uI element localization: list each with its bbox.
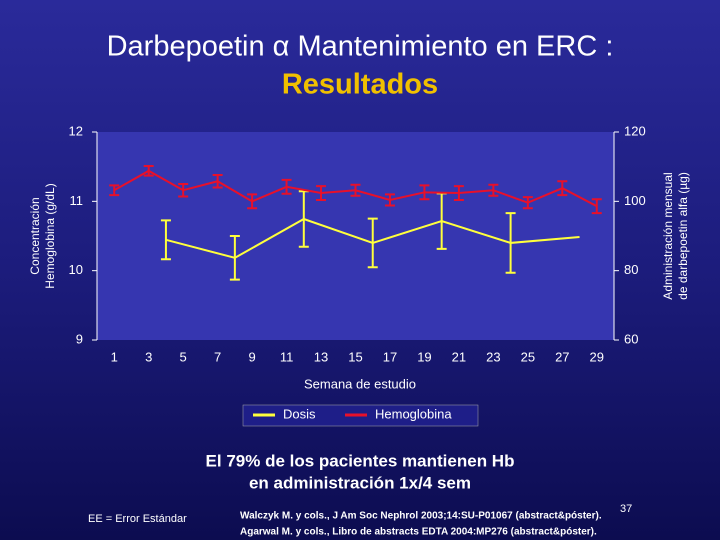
- error-bar: [488, 183, 499, 197]
- footnote: EE = Error Estándar: [88, 513, 187, 525]
- error-bar: [522, 196, 533, 210]
- error-bar: [160, 219, 171, 261]
- x-tick-label: 11: [280, 349, 294, 364]
- x-tick-label: 29: [590, 349, 604, 364]
- error-bar: [557, 180, 568, 197]
- reference: Walczyk M. y cols., J Am Soc Nephrol 200…: [240, 511, 602, 522]
- error-bar: [178, 183, 189, 198]
- title: Darbepoetin α Mantenimiento en ERC :: [107, 31, 614, 63]
- error-bar: [591, 198, 602, 215]
- x-tick-label: 1: [111, 349, 118, 364]
- y2-tick-label: 80: [624, 262, 638, 277]
- y-tick-label: 9: [76, 331, 83, 346]
- legend-label: Dosis: [283, 406, 316, 421]
- x-tick-label: 19: [417, 349, 431, 364]
- x-tick-label: 27: [555, 349, 569, 364]
- x-tick-label: 15: [348, 349, 362, 364]
- error-bar: [505, 212, 516, 274]
- error-bar: [212, 173, 223, 189]
- annotation: en administración 1x/4 sem: [249, 473, 471, 492]
- error-bar: [384, 193, 395, 207]
- error-bar: [367, 217, 378, 269]
- error-bar: [229, 235, 240, 281]
- y2-axis-label: de darbepoetin alfa (µg): [676, 172, 690, 300]
- error-bar: [316, 185, 327, 201]
- x-tick-label: 7: [214, 349, 221, 364]
- y-tick-label: 12: [69, 123, 83, 138]
- y2-tick-label: 60: [624, 331, 638, 346]
- reference: Agarwal M. y cols., Libro de abstracts E…: [240, 527, 597, 538]
- legend-label: Hemoglobina: [375, 406, 452, 421]
- y-axis-label: Hemoglobina (g/dL): [43, 183, 57, 288]
- x-tick-label: 21: [452, 349, 466, 364]
- error-bar: [281, 178, 292, 195]
- error-bar: [247, 193, 258, 210]
- subtitle: Resultados: [282, 69, 438, 101]
- annotation: El 79% de los pacientes mantienen Hb: [206, 451, 515, 470]
- x-axis-label: Semana de estudio: [304, 376, 416, 391]
- y2-tick-label: 120: [624, 123, 646, 138]
- x-tick-label: 17: [383, 349, 397, 364]
- error-bar: [143, 164, 154, 177]
- y2-axis-label: Administración mensual: [661, 172, 675, 299]
- x-tick-label: 13: [314, 349, 328, 364]
- y-axis-label: Concentración: [28, 197, 42, 274]
- x-tick-label: 9: [248, 349, 255, 364]
- error-bar: [453, 185, 464, 201]
- y-tick-label: 11: [70, 193, 84, 208]
- x-tick-label: 25: [521, 349, 535, 364]
- y-tick-label: 10: [69, 262, 83, 277]
- page-number: 37: [620, 503, 632, 515]
- error-bar: [350, 183, 361, 197]
- x-tick-label: 23: [486, 349, 500, 364]
- error-bar: [419, 184, 430, 201]
- x-tick-label: 3: [145, 349, 152, 364]
- y2-tick-label: 100: [624, 193, 646, 208]
- x-tick-label: 5: [180, 349, 187, 364]
- error-bar: [109, 184, 120, 197]
